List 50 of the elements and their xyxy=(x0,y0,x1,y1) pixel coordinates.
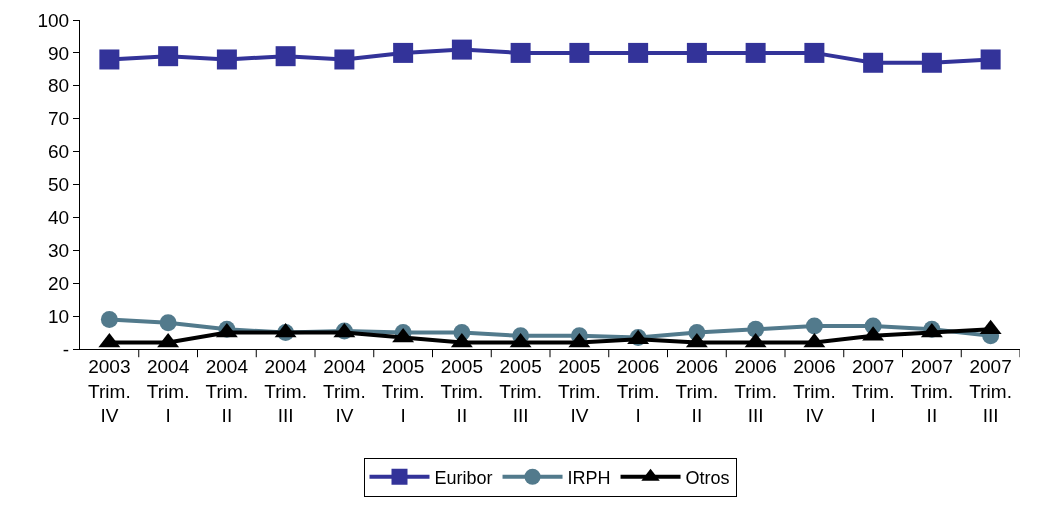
point xyxy=(569,42,590,63)
y-tick-label: 50 xyxy=(48,174,70,196)
x-tick-label: 2004 Trim. II xyxy=(205,355,249,427)
x-tick-label: 2007 Trim. III xyxy=(969,355,1012,427)
point xyxy=(275,46,296,67)
legend-label: Euribor xyxy=(434,467,493,488)
y-tick-label: 90 xyxy=(48,42,70,64)
point xyxy=(100,310,118,328)
point xyxy=(804,42,825,63)
point xyxy=(747,320,765,338)
legend-label: Otros xyxy=(685,467,730,488)
y-tick-label: 60 xyxy=(48,141,70,163)
point xyxy=(805,317,823,335)
x-tick-label: 2003 Trim. IV xyxy=(88,355,131,427)
y-tick-label: 10 xyxy=(48,305,70,327)
x-tick-label: 2005 Trim. II xyxy=(440,355,484,427)
y-tick-label: 100 xyxy=(37,9,70,31)
point xyxy=(159,314,177,332)
x-tick-label: 2004 Trim. I xyxy=(146,355,190,427)
y-tick-label: 30 xyxy=(48,239,70,261)
x-tick-label: 2007 Trim. II xyxy=(910,355,954,427)
y-tick-label: 40 xyxy=(48,207,70,229)
point xyxy=(510,42,531,63)
point xyxy=(686,42,707,63)
x-tick-label: 2006 Trim. IV xyxy=(793,355,836,427)
x-tick-label: 2004 Trim. III xyxy=(264,355,308,427)
point xyxy=(980,49,1001,70)
x-tick-label: 2005 Trim. IV xyxy=(558,355,601,427)
y-tick-label: - xyxy=(62,338,70,360)
point xyxy=(393,42,414,63)
point xyxy=(745,42,766,63)
point xyxy=(921,52,942,73)
point xyxy=(334,49,355,70)
legend-label: IRPH xyxy=(567,467,611,488)
y-tick-label: 80 xyxy=(48,75,70,97)
y-tick-label: 20 xyxy=(48,272,70,294)
x-tick-label: 2005 Trim. III xyxy=(499,355,542,427)
x-tick-label: 2004 Trim. IV xyxy=(323,355,366,427)
x-tick-label: 2006 Trim. II xyxy=(675,355,719,427)
point xyxy=(628,42,649,63)
x-tick-label: 2007 Trim. I xyxy=(851,355,895,427)
x-tick-label: 2005 Trim. I xyxy=(381,355,425,427)
point xyxy=(863,52,884,73)
point xyxy=(451,39,472,60)
x-tick-label: 2006 Trim. III xyxy=(734,355,777,427)
point xyxy=(158,46,179,67)
y-tick-label: 70 xyxy=(48,108,70,130)
x-tick-label: 2006 Trim. I xyxy=(616,355,660,427)
point xyxy=(216,49,237,70)
point xyxy=(99,49,120,70)
